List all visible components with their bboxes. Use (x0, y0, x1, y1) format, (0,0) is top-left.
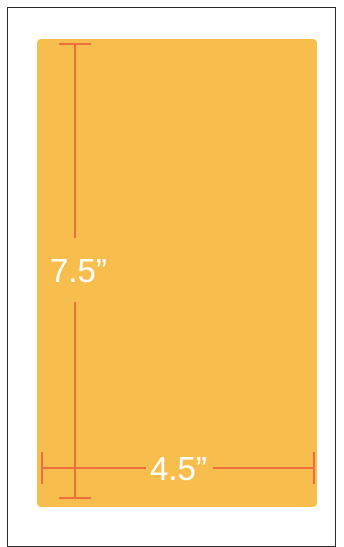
height-dimension (59, 43, 91, 499)
height-label: 7.5” (50, 252, 107, 289)
size-diagram: 7.5” 4.5” (37, 39, 317, 507)
width-dimension (41, 452, 315, 484)
width-label: 4.5” (150, 450, 207, 487)
paper-panel (37, 39, 317, 507)
